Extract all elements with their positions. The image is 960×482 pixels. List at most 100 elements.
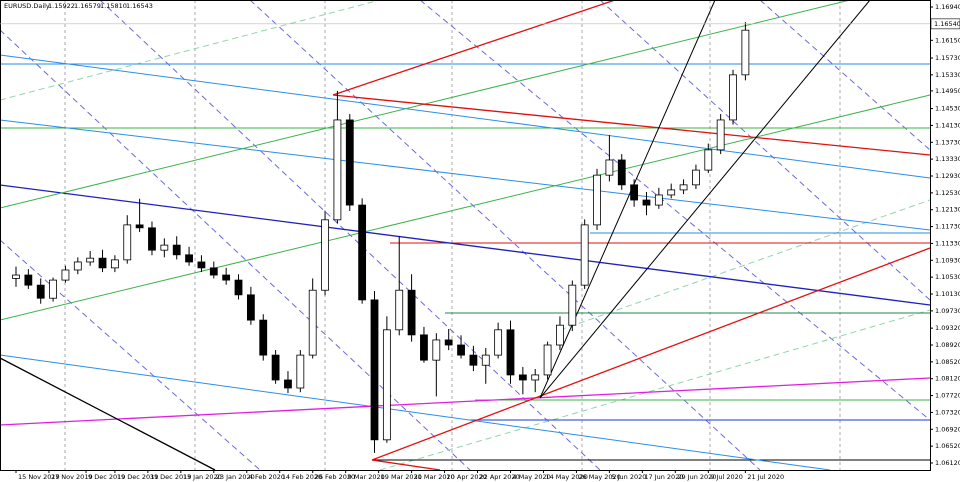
x-tick-label: 26 May 2020 [578,473,620,481]
header-high: 1.16579 [74,2,101,10]
y-tick-label: 1.06120 [935,459,960,467]
x-tick-label: 9 Dec 2019 [88,473,125,481]
y-tick-label: 1.14530 [935,105,960,113]
candle-body [61,269,70,281]
last-price-label: 1.16540 [934,20,960,28]
y-tick-label: 1.07720 [935,392,960,400]
candle-body [481,354,490,366]
candle-body [98,257,107,269]
candle-body [667,189,676,196]
candle-body [246,294,255,321]
candles [12,22,750,453]
candle-body [358,204,367,301]
candle-body [630,184,639,201]
candle-body [729,74,737,121]
x-tick-label: 9 Mar 2020 [348,473,385,481]
header-open: 1.15922 [48,2,75,10]
y-tick-label: 1.10930 [935,256,960,264]
x-tick-label: 14 Feb 2020 [282,473,322,481]
candle-body [444,339,453,346]
x-tick-label: 13 Jan 2020 [183,473,222,481]
candle-body [420,334,428,361]
x-tick-label: 4 Feb 2020 [249,473,285,481]
x-tick-label: 4 May 2020 [512,473,550,481]
candle-body [531,374,540,381]
candle-body [185,254,193,263]
y-tick-label: 1.10130 [935,290,960,298]
candle-body [407,289,416,336]
candle-body [321,219,329,291]
symbol: EURUSD.Daily [4,2,50,10]
x-tick-label: 22 Apr 2020 [480,473,520,481]
candle-body [457,344,465,356]
drawings [0,0,931,471]
y-tick-label: 1.14950 [935,87,960,95]
x-tick-label: 19 Dec 2019 [117,473,159,481]
trend-line [0,357,216,471]
candle-body [506,329,515,376]
x-tick-label: 31 Dec 2019 [150,473,192,481]
candle-body [123,224,132,261]
x-tick-label: 29 Jun 2020 [677,473,716,481]
candle-body [86,257,95,263]
candle-body [518,374,527,381]
x-tick-label: 10 Apr 2020 [447,473,487,481]
candle-body [345,119,354,206]
candle-body [296,354,305,389]
trend-line [0,54,931,179]
y-tick-label: 1.15330 [935,71,960,79]
y-tick-label: 1.09730 [935,307,960,315]
y-tick-label: 1.08520 [935,358,960,366]
candle-body [593,174,601,226]
candle-body [49,279,57,299]
candle-body [679,184,688,191]
trend-line [0,184,931,306]
y-tick-label: 1.14130 [935,121,960,129]
pitchfork [371,459,441,471]
last-price-box [930,18,960,30]
candle-body [209,267,218,276]
candle-body [716,119,725,151]
candle-body [580,224,589,286]
x-tick-label: 17 Jun 2020 [644,473,683,481]
candle-body [259,319,268,356]
x-tick-label: 14 May 2020 [545,473,587,481]
y-tick-label: 1.08920 [935,341,960,349]
candle-body [73,261,82,271]
trend-line [0,94,931,321]
y-tick-label: 1.07320 [935,408,960,416]
x-tick-label: 31 Mar 2020 [414,473,455,481]
candle-body [692,169,700,186]
candle-body [605,159,614,176]
y-tick-label: 1.11330 [935,239,960,247]
candle-body [160,244,169,251]
candle-body [12,274,20,279]
x-tick-label: 23 Jan 2020 [216,473,255,481]
y-tick-label: 1.12530 [935,189,960,197]
x-tick-label: 15 Nov 2019 [18,473,60,481]
pitchfork [332,94,931,156]
header-close: 1.16543 [126,2,153,10]
y-tick-label: 1.13730 [935,138,960,146]
y-tick-label: 1.09320 [935,324,960,332]
candle-body [222,274,231,281]
x-tick-label: 27 Nov 2019 [51,473,93,481]
y-tick-label: 1.10530 [935,273,960,281]
y-tick-label: 1.08120 [935,375,960,383]
candle-body [642,199,651,206]
pitchfork [371,247,931,461]
plot-border [0,0,931,471]
candle-body [36,284,45,299]
candle-body [135,224,144,229]
candle-body [543,344,552,376]
trend-line [0,119,931,231]
x-tick-label: 5 Jun 2020 [611,473,646,481]
candle-body [494,329,503,356]
header-low: 1.15810 [100,2,127,10]
y-tick-label: 1.12930 [935,172,960,180]
trend-line [539,0,716,399]
candle-body [234,279,243,296]
y-tick-label: 1.11730 [935,223,960,231]
